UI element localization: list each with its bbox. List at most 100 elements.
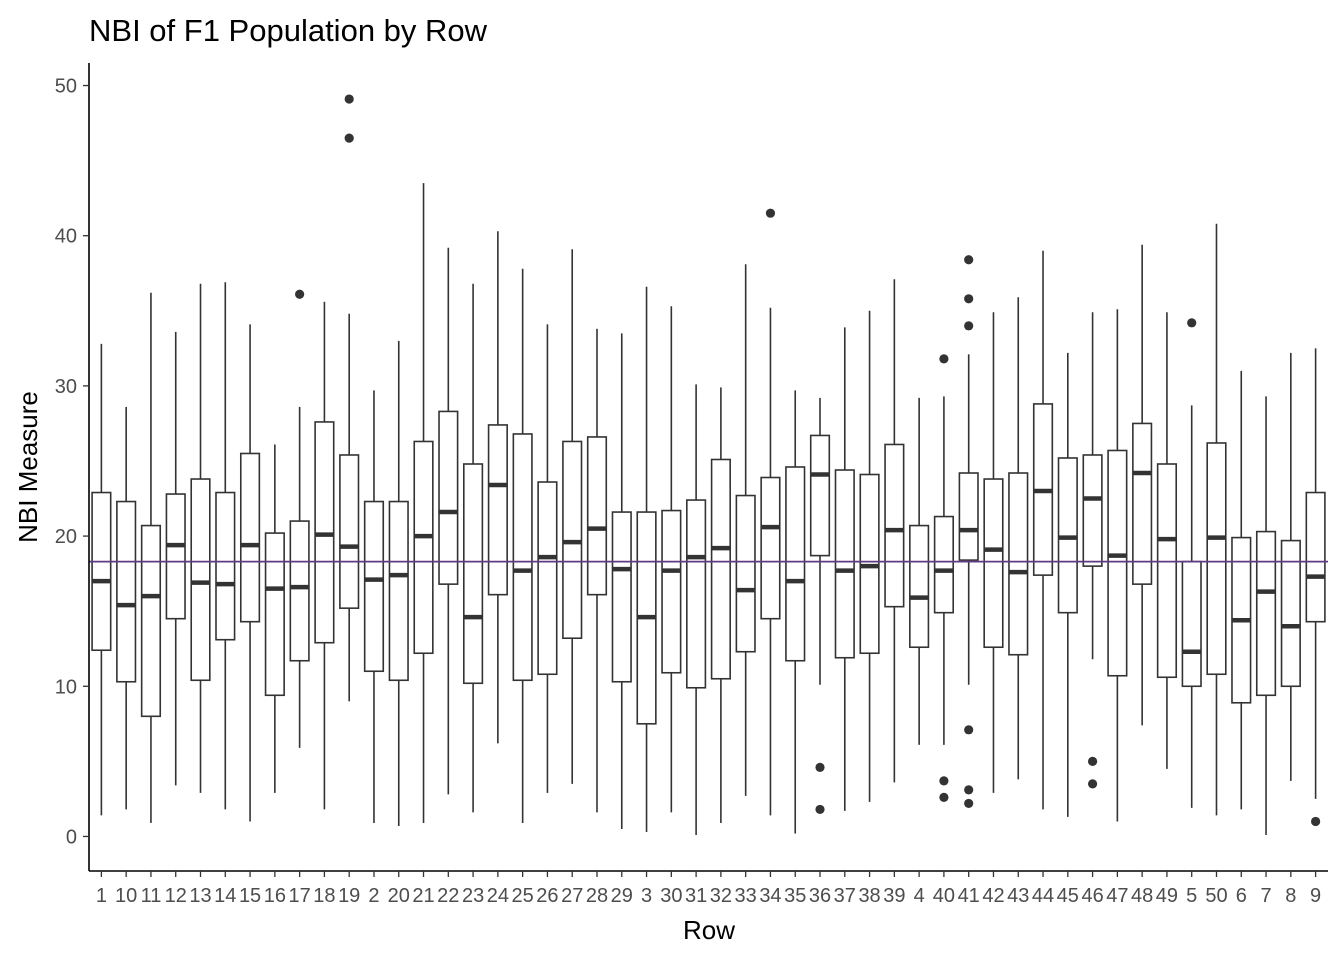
box-row-25	[512, 268, 533, 823]
box-row-2	[363, 390, 385, 823]
box-row-34	[760, 208, 781, 816]
box-row-44	[1032, 250, 1054, 810]
outlier-point	[815, 804, 825, 815]
iqr-box	[884, 443, 905, 608]
iqr-box	[215, 491, 236, 641]
x-tick-label: 37	[834, 885, 856, 907]
x-tick-label: 7	[1260, 885, 1271, 907]
y-tick-label: 30	[55, 376, 77, 398]
y-axis: 0 10 20 30 40 50	[55, 63, 90, 871]
box-row-30	[661, 306, 682, 813]
outlier-point	[1311, 816, 1321, 827]
box-row-5	[1181, 318, 1202, 808]
box-row-37	[834, 327, 855, 811]
x-tick-label: 23	[462, 885, 484, 907]
outlier-point	[939, 776, 949, 786]
iqr-box	[1107, 449, 1128, 677]
box-row-35	[785, 390, 806, 834]
outlier-point	[964, 255, 974, 265]
outlier-point	[765, 208, 776, 218]
box-row-40	[933, 354, 955, 803]
outlier-point	[1087, 779, 1098, 789]
iqr-box	[116, 500, 137, 683]
x-tick-label: 31	[685, 885, 707, 907]
x-tick-label: 26	[536, 885, 558, 907]
box-row-41	[958, 255, 979, 809]
iqr-box	[363, 500, 385, 673]
box-row-39	[884, 279, 905, 783]
iqr-box	[339, 454, 360, 609]
box-row-50	[1206, 223, 1227, 816]
outlier-point	[964, 785, 974, 795]
iqr-box	[760, 476, 781, 620]
iqr-box	[487, 424, 508, 596]
box-row-48	[1132, 244, 1153, 726]
outlier-point	[815, 762, 825, 772]
x-tick-label: 45	[1057, 885, 1079, 907]
x-tick-label: 21	[412, 885, 434, 907]
x-tick-label: 39	[883, 885, 905, 907]
x-tick-label: 49	[1156, 885, 1178, 907]
box-row-16	[264, 444, 285, 793]
box-row-21	[413, 183, 434, 823]
x-axis-label: Row	[683, 915, 735, 945]
box-row-11	[140, 292, 162, 823]
iqr-box	[958, 472, 979, 561]
y-tick-label: 10	[55, 676, 77, 698]
x-axis: 1 10 11 12 13 14 15 16 17 18 19 2 20 21 22 23 24 25 26 27 28…	[89, 870, 1328, 907]
y-tick-label: 20	[55, 526, 77, 548]
outlier-point	[1087, 756, 1098, 766]
x-tick-label: 24	[487, 885, 509, 907]
iqr-box	[512, 433, 533, 682]
x-tick-label: 43	[1007, 885, 1029, 907]
x-tick-label: 12	[165, 885, 187, 907]
iqr-box	[909, 524, 930, 649]
iqr-box	[264, 532, 285, 697]
box-row-14	[215, 282, 236, 810]
x-tick-label: 47	[1106, 885, 1128, 907]
iqr-box	[983, 478, 1004, 649]
box-row-12	[165, 331, 186, 786]
box-row-26	[537, 324, 558, 793]
x-tick-label: 46	[1081, 885, 1103, 907]
box-row-45	[1057, 352, 1078, 817]
x-tick-label: 10	[115, 885, 137, 907]
box-row-9	[1305, 348, 1326, 827]
iqr-box	[1280, 539, 1301, 688]
box-row-42	[983, 312, 1004, 793]
outlier-point	[964, 798, 974, 809]
iqr-box	[933, 515, 955, 614]
iqr-box	[1156, 463, 1178, 679]
iqr-box	[611, 511, 632, 683]
x-tick-label: 28	[586, 885, 608, 907]
x-tick-label: 14	[214, 885, 236, 907]
chart-title: NBI of F1 Population by Row	[89, 13, 488, 48]
iqr-box	[710, 458, 731, 680]
box-row-49	[1156, 312, 1178, 769]
x-tick-label: 13	[189, 885, 211, 907]
box-row-7	[1255, 396, 1277, 835]
box-row-29	[611, 333, 632, 829]
iqr-box	[1008, 472, 1029, 656]
iqr-box	[462, 463, 484, 685]
x-tick-label: 44	[1032, 885, 1054, 907]
box-row-18	[314, 301, 335, 810]
box-row-47	[1107, 309, 1128, 822]
iqr-box	[190, 478, 211, 682]
iqr-box	[1181, 560, 1202, 688]
iqr-box	[91, 491, 112, 652]
x-tick-label: 48	[1131, 885, 1153, 907]
outlier-point	[964, 321, 974, 331]
iqr-box	[735, 494, 756, 653]
outlier-point	[939, 354, 949, 364]
box-row-15	[239, 324, 261, 822]
x-tick-label: 19	[338, 885, 360, 907]
x-tick-label: 40	[933, 885, 955, 907]
box-row-20	[388, 340, 409, 826]
iqr-box	[388, 500, 409, 682]
iqr-box	[1132, 422, 1153, 585]
x-tick-label: 4	[914, 885, 925, 907]
box-row-3	[636, 286, 657, 832]
x-tick-label: 32	[710, 885, 732, 907]
